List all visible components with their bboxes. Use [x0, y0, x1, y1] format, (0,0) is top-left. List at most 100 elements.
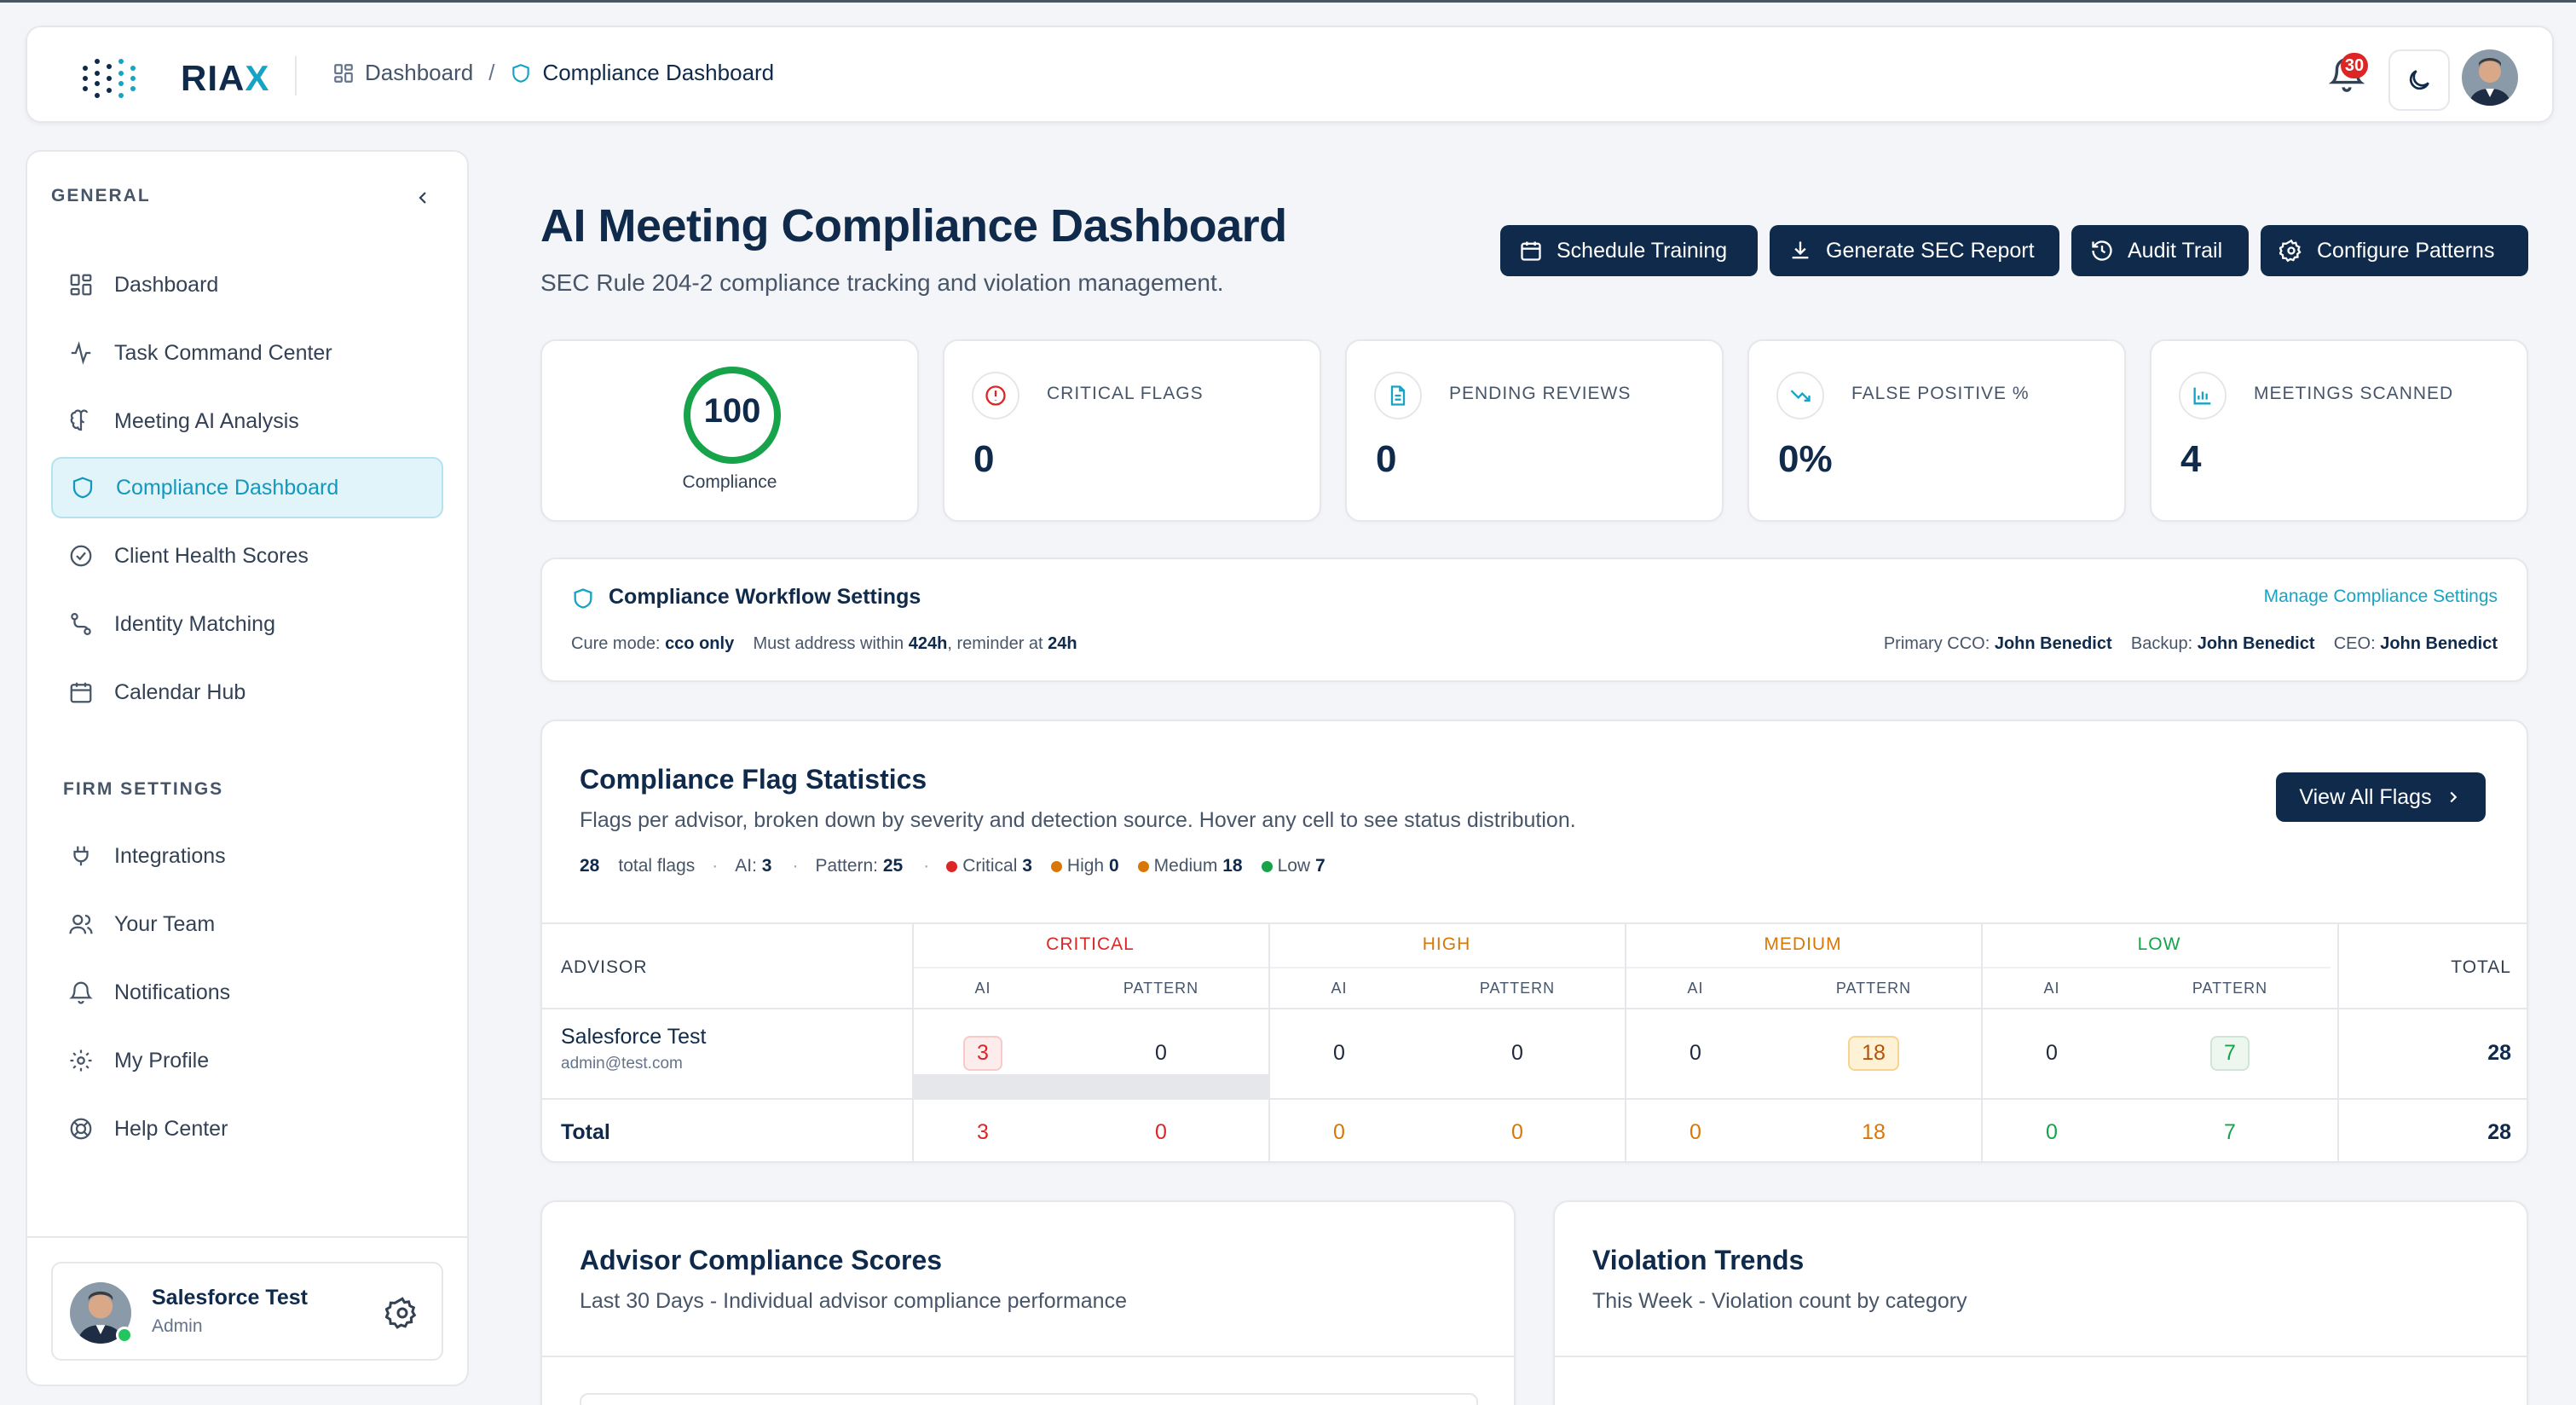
sidebar-item-label: Calendar Hub [114, 679, 246, 704]
sidebar-item-identity-matching[interactable]: Identity Matching [51, 593, 443, 655]
sidebar-item-label: Compliance Dashboard [116, 475, 339, 500]
audit-trail-button[interactable]: Audit Trail [2071, 225, 2249, 276]
sidebar-item-dashboard[interactable]: Dashboard [51, 254, 443, 315]
high-ai-subheader: AI [1331, 979, 1348, 997]
sidebar-item-task-command-center[interactable]: Task Command Center [51, 322, 443, 384]
workflow-title: Compliance Workflow Settings [609, 585, 921, 609]
critical-pattern-cell[interactable]: 0 [1155, 1040, 1167, 1065]
violation-trends-card: Violation Trends This Week - Violation c… [1553, 1200, 2528, 1405]
violation-trends-subtitle: This Week - Violation count by category [1592, 1289, 1967, 1313]
gear-icon [2279, 239, 2302, 263]
sidebar-item-integrations[interactable]: Integrations [51, 825, 443, 887]
workflow-contacts: Primary CCO: John Benedict Backup: John … [1883, 634, 2498, 653]
user-settings-gear-icon[interactable] [385, 1296, 419, 1330]
activity-icon [71, 341, 91, 365]
sidebar-item-help-center[interactable]: Help Center [51, 1098, 443, 1159]
breadcrumb: Dashboard / Compliance Dashboard [332, 60, 774, 86]
advisor-score-row [580, 1393, 1478, 1405]
critical-header: CRITICAL [1046, 934, 1135, 954]
generate-sec-report-button[interactable]: Generate SEC Report [1770, 225, 2059, 276]
schedule-training-label: Schedule Training [1557, 238, 1728, 263]
medium-ai-cell[interactable]: 0 [1689, 1040, 1701, 1065]
shield-icon [512, 63, 530, 83]
logo-text: RIAX [181, 58, 270, 98]
view-all-flags-button[interactable]: View All Flags [2276, 772, 2486, 822]
critical-ai-cell[interactable]: 3 [912, 1008, 1054, 1098]
advisor-email: admin@test.com [561, 1055, 683, 1073]
sidebar-item-my-profile[interactable]: My Profile [51, 1030, 443, 1091]
meetings-scanned-value: 4 [2180, 438, 2202, 480]
compliance-workflow-settings-card: Compliance Workflow Settings Manage Comp… [540, 558, 2528, 682]
configure-patterns-button[interactable]: Configure Patterns [2261, 225, 2528, 276]
total-low-ai: 0 [2046, 1119, 2058, 1144]
user-card[interactable]: Salesforce Test Admin [51, 1262, 443, 1361]
grid-icon [334, 63, 353, 83]
critical-ai-subheader: AI [974, 979, 991, 997]
sidebar-item-compliance-dashboard[interactable]: Compliance Dashboard [51, 457, 443, 518]
trending-down-icon [1790, 390, 1811, 402]
pending-reviews-card: PENDING REVIEWS 0 [1345, 339, 1724, 522]
sidebar-section-firm-settings: FIRM SETTINGS [63, 779, 224, 799]
low-ai-cell[interactable]: 0 [2046, 1040, 2058, 1065]
stat-icon [972, 372, 1019, 419]
total-critical-ai: 3 [977, 1119, 989, 1144]
flag-stats-table: ADVISOR TOTAL CRITICAL HIGH MEDIUM LOW A… [542, 922, 2527, 1161]
total-high-ai: 0 [1333, 1119, 1345, 1144]
shield-icon [574, 588, 592, 609]
app-logo[interactable]: RIAX [80, 56, 269, 101]
users-icon [69, 914, 93, 934]
gear-icon [70, 1049, 92, 1072]
sidebar-collapse-button[interactable] [402, 177, 443, 218]
avatar [70, 1282, 131, 1344]
grid-icon [70, 274, 92, 296]
sidebar-item-label: Integrations [114, 843, 226, 868]
low-dot [1261, 860, 1273, 872]
low-header: LOW [2137, 934, 2181, 954]
sidebar-item-notifications[interactable]: Notifications [51, 962, 443, 1023]
pending-reviews-label: PENDING REVIEWS [1449, 384, 1632, 403]
violation-trends-title: Violation Trends [1592, 1245, 1805, 1275]
critical-flags-value: 0 [973, 438, 995, 480]
user-avatar[interactable] [2462, 49, 2518, 106]
audit-trail-label: Audit Trail [2128, 238, 2223, 263]
advisor-name: Salesforce Test [561, 1025, 707, 1049]
critical-flags-label: CRITICAL FLAGS [1047, 384, 1204, 403]
medium-pattern-subheader: PATTERN [1835, 979, 1912, 997]
breadcrumb-home[interactable]: Dashboard [365, 60, 474, 85]
pending-reviews-value: 0 [1376, 438, 1397, 480]
high-pattern-cell[interactable]: 0 [1511, 1040, 1523, 1065]
alert-circle-icon [985, 385, 1006, 406]
sidebar-item-your-team[interactable]: Your Team [51, 893, 443, 955]
bell-icon [69, 981, 93, 1004]
calendar-icon [70, 682, 92, 703]
critical-status-bar [912, 1074, 1268, 1098]
table-row[interactable]: Salesforce Test admin@test.com [561, 1025, 706, 1073]
breadcrumb-separator: / [488, 60, 495, 85]
sidebar-item-client-health-scores[interactable]: Client Health Scores [51, 525, 443, 587]
sidebar-item-label: Dashboard [114, 272, 219, 297]
grand-total-cell: 28 [2487, 1119, 2511, 1144]
false-positive-label: FALSE POSITIVE % [1851, 384, 2030, 403]
sidebar-item-label: Identity Matching [114, 611, 275, 636]
page-title: AI Meeting Compliance Dashboard [540, 200, 1287, 252]
high-ai-cell[interactable]: 0 [1333, 1040, 1345, 1065]
notification-count-badge: 30 [2341, 53, 2368, 78]
configure-patterns-label: Configure Patterns [2317, 238, 2495, 263]
medium-pattern-cell[interactable]: 18 [1766, 1008, 1981, 1098]
total-low-pattern: 7 [2224, 1119, 2236, 1144]
sidebar-item-meeting-ai-analysis[interactable]: Meeting AI Analysis [51, 390, 443, 452]
manage-compliance-settings-link[interactable]: Manage Compliance Settings [2263, 587, 2498, 606]
sidebar-item-calendar-hub[interactable]: Calendar Hub [51, 662, 443, 723]
history-icon [2092, 240, 2112, 261]
total-medium-pattern: 18 [1862, 1119, 1886, 1144]
low-pattern-cell[interactable]: 7 [2123, 1008, 2337, 1098]
critical-ai-value: 3 [963, 1035, 1002, 1071]
user-name: Salesforce Test [152, 1286, 308, 1310]
theme-toggle-button[interactable] [2388, 49, 2450, 111]
sidebar-section-general: GENERAL [51, 186, 151, 205]
sidebar-item-label: Task Command Center [114, 340, 332, 365]
critical-pattern-subheader: PATTERN [1123, 979, 1199, 997]
schedule-training-button[interactable]: Schedule Training [1500, 225, 1758, 276]
file-text-icon [1390, 385, 1406, 406]
view-all-flags-label: View All Flags [2299, 784, 2432, 809]
